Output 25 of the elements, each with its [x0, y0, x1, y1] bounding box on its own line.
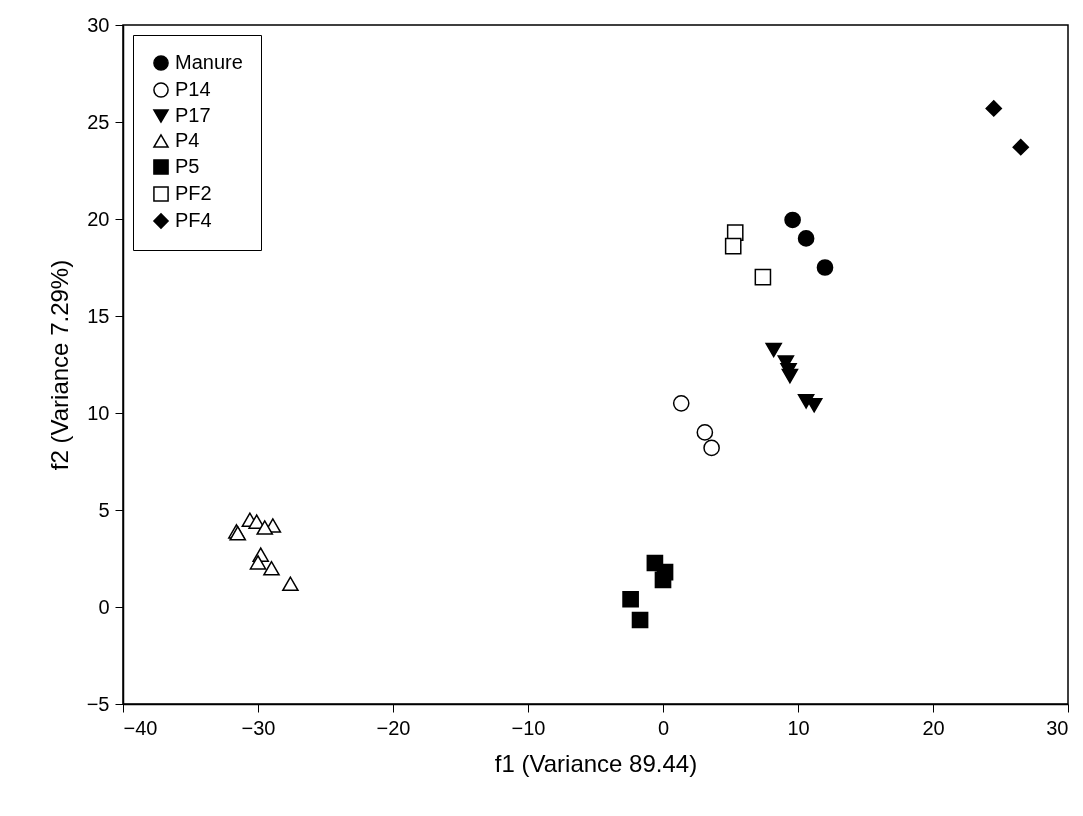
x-tick-label: −10: [511, 716, 546, 739]
x-tick-label: 30: [1046, 716, 1069, 739]
legend-label: P4: [175, 129, 200, 151]
y-tick-label: 5: [98, 498, 110, 521]
legend-label: PF4: [175, 209, 212, 231]
legend-label: PF2: [175, 182, 212, 204]
y-tick-label: 10: [87, 401, 110, 424]
y-tick-label: 30: [87, 13, 110, 36]
x-tick-label: 10: [787, 716, 810, 739]
legend-label: P5: [175, 155, 200, 177]
x-tick-label: −20: [376, 716, 411, 739]
y-tick-label: 15: [87, 304, 110, 327]
y-tick-label: −5: [86, 692, 110, 715]
x-tick-label: 0: [657, 716, 670, 739]
x-axis-title: f1 (Variance 89.44): [494, 749, 698, 777]
legend-label: P17: [175, 104, 211, 126]
y-tick-label: 20: [87, 207, 110, 230]
y-axis-title: f2 (Variance 7.29%): [45, 259, 73, 471]
y-tick-label: 25: [87, 110, 110, 133]
legend-label: P14: [175, 78, 211, 100]
x-tick-label: −30: [241, 716, 276, 739]
y-tick-label: 0: [98, 595, 110, 618]
x-tick-label: 20: [922, 716, 945, 739]
legend-label: Manure: [175, 51, 243, 73]
x-tick-label: −40: [123, 716, 158, 739]
